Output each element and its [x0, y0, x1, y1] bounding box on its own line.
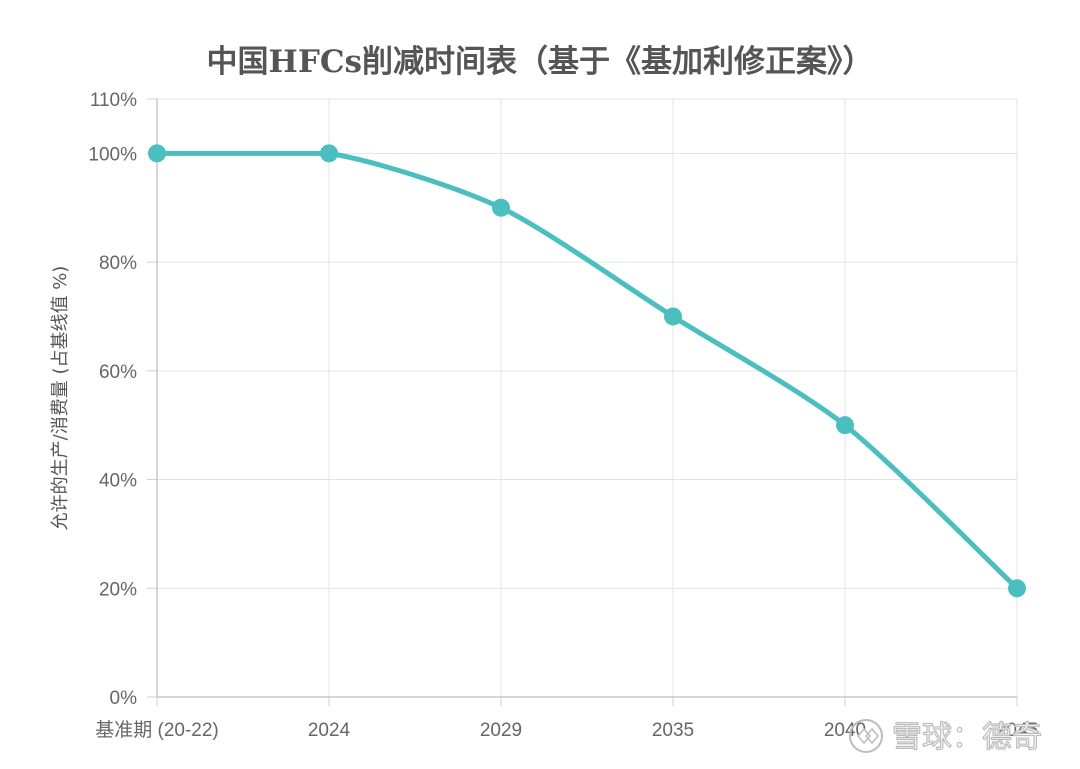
x-tick-label: 2040 — [824, 720, 866, 741]
data-point — [836, 416, 854, 435]
x-tick-label: 2029 — [480, 720, 522, 741]
y-tick-label: 20% — [99, 579, 137, 600]
data-point — [148, 144, 166, 163]
x-tick-label: 基准期 (20-22) — [95, 719, 219, 741]
y-tick-label: 40% — [99, 471, 137, 492]
x-tick-label: 2035 — [652, 720, 694, 741]
x-tick-label: 2024 — [308, 720, 351, 741]
y-tick-label: 110% — [90, 90, 137, 111]
y-tick-label: 0% — [110, 688, 138, 709]
data-point — [492, 198, 510, 217]
watermark: 雪球：德奇 — [849, 719, 1043, 756]
data-point — [1008, 579, 1026, 598]
watermark-logo-icon — [849, 719, 883, 753]
watermark-text: 雪球：德奇 — [892, 720, 1042, 755]
series-line — [154, 150, 1020, 591]
x-tick-labels: 基准期 (20-22) 2024 2029 2035 2040 2045 — [95, 719, 1038, 741]
data-point — [320, 144, 338, 163]
axes — [147, 98, 1018, 706]
chart-title: 中国HFCs削减时间表（基于《基加利修正案》） — [207, 44, 874, 80]
data-point — [664, 307, 682, 326]
y-axis-label: 允许的生产/消费量 (占基线值 %) — [50, 266, 71, 531]
y-tick-label: 80% — [99, 253, 137, 274]
y-tick-labels: 0% 20% 40% 60% 80% 100% 110% — [88, 90, 137, 709]
grid — [156, 98, 1018, 698]
y-tick-label: 60% — [99, 362, 137, 383]
series-group — [148, 144, 1026, 598]
x-tick-label: 2045 — [996, 720, 1038, 741]
y-tick-label: 100% — [88, 144, 137, 165]
